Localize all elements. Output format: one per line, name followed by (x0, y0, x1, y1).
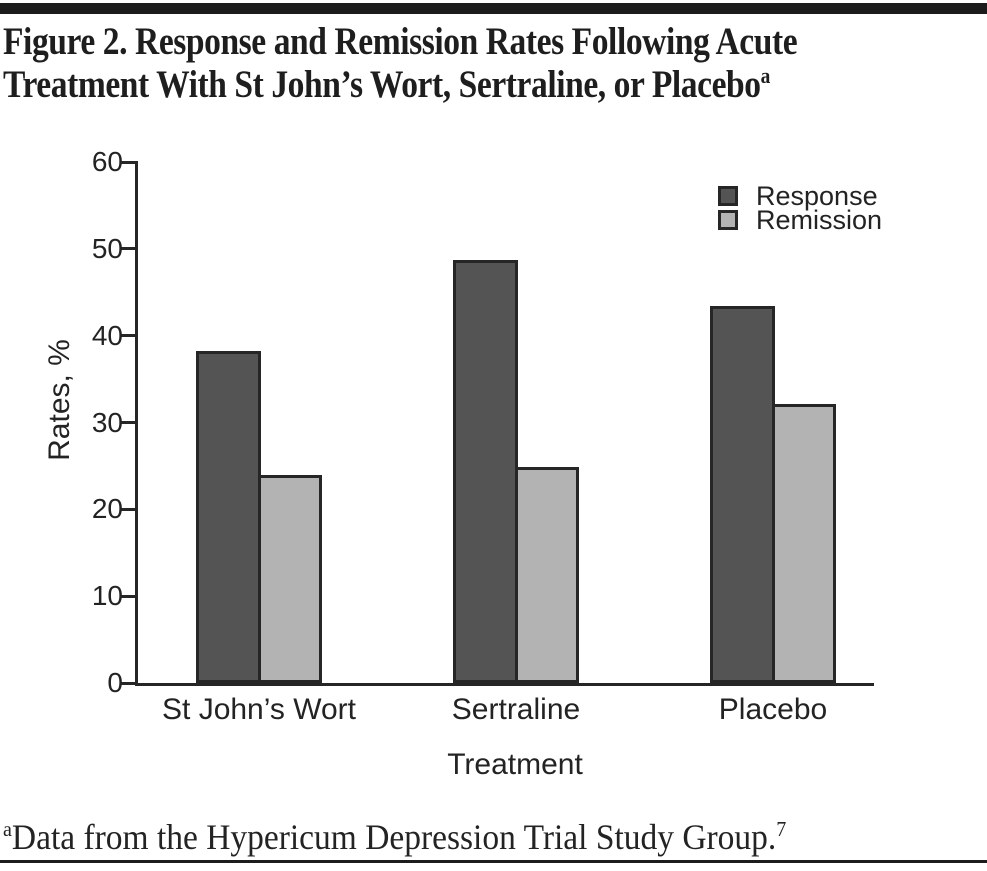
bar-groups: St John’s Wort Sertraline Placebo (138, 162, 874, 725)
y-tick-label-40: 40 (91, 319, 123, 351)
y-tick-20 (121, 507, 138, 511)
y-tick-label-10: 10 (91, 580, 123, 612)
legend-label-remission: Remission (756, 205, 883, 235)
y-tick-label-0: 0 (107, 667, 123, 698)
bar-response-placebo (710, 306, 775, 683)
legend-swatch-remission (718, 210, 738, 230)
y-tick-40 (121, 334, 138, 338)
y-tick-50 (121, 247, 138, 251)
footnote-superscript: a (3, 817, 12, 841)
y-tick-label-60: 60 (91, 146, 123, 177)
top-rule (0, 3, 987, 14)
bar-remission-sertraline (514, 466, 579, 683)
footnote-text: Data from the Hypericum Depression Trial… (11, 817, 777, 857)
figure-title-line2: Treatment With St John’s Wort, Sertralin… (3, 63, 761, 106)
bar-remission-st-john-s-wort (257, 475, 322, 683)
legend-row-remission: Remission (718, 205, 883, 235)
legend-swatch-response (718, 186, 738, 206)
y-tick-label-50: 50 (91, 232, 123, 264)
x-axis-title: Treatment (447, 748, 583, 781)
y-tick-60 (121, 160, 138, 164)
x-tick-label-st-john-s-wort: St John’s Wort (162, 693, 356, 726)
y-tick-label-30: 30 (91, 406, 123, 438)
y-tick-0 (121, 681, 138, 685)
y-tick-10 (121, 594, 138, 598)
bar-group-placebo: Placebo (710, 162, 836, 725)
legend-row-response: Response (718, 181, 882, 211)
legend: Response Remission (718, 181, 883, 235)
x-tick-label-sertraline: Sertraline (451, 693, 581, 726)
footnote-ref-superscript: 7 (776, 817, 787, 841)
figure-title: Figure 2. Response and Remission Rates F… (3, 20, 798, 106)
figure-title-superscript: a (760, 63, 771, 88)
bottom-rule (0, 860, 987, 863)
y-axis-title: Rates, % (43, 339, 76, 461)
bar-response-st-john-s-wort (196, 351, 261, 683)
legend-label-response: Response (756, 181, 878, 211)
y-tick-label-20: 20 (91, 493, 123, 525)
bar-remission-placebo (771, 404, 836, 683)
bar-group-sertraline: Sertraline (452, 162, 580, 725)
bar-response-sertraline (453, 260, 518, 683)
bar-group-st-john-s-wort: St John’s Wort (162, 162, 356, 725)
figure-title-line1: Figure 2. Response and Remission Rates F… (3, 20, 798, 63)
footnote: aData from the Hypericum Depression Tria… (3, 818, 786, 856)
plot-area: St John’s Wort Sertraline Placebo 0 10 20 30 4… (92, 148, 874, 725)
y-tick-30 (121, 421, 138, 424)
x-tick-label-placebo: Placebo (718, 693, 828, 726)
